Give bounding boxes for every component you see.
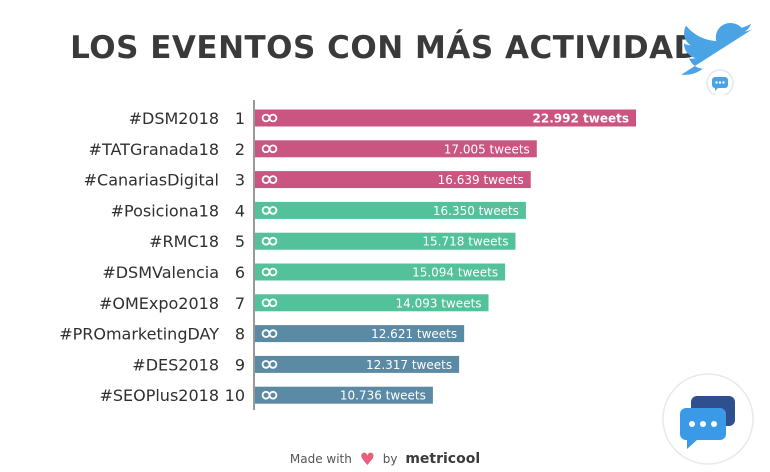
- link-icon: [268, 360, 278, 369]
- data-label: 15.718 tweets: [422, 235, 508, 249]
- twitter-bird-icon: [681, 23, 753, 95]
- category-label: #TATGranada18: [89, 140, 219, 159]
- footer: Made with ♥ by metricool: [0, 450, 770, 470]
- category-label: #PROmarketingDAY: [59, 325, 219, 344]
- rank-label: 7: [235, 294, 245, 313]
- bar: [255, 325, 465, 343]
- data-label: 17.005 tweets: [444, 142, 530, 156]
- bar: [255, 294, 489, 312]
- rank-label: 4: [235, 201, 245, 220]
- category-label: #DSM2018: [129, 109, 219, 128]
- data-label: 14.093 tweets: [395, 296, 481, 310]
- data-label: 12.317 tweets: [366, 358, 452, 372]
- data-label: 16.639 tweets: [438, 173, 524, 187]
- bar: [255, 109, 636, 127]
- chart-title: LOS EVENTOS CON MÁS ACTIVIDAD: [70, 30, 700, 66]
- rank-label: 2: [235, 140, 245, 159]
- link-icon: [268, 390, 278, 400]
- footer-by: by: [382, 452, 398, 466]
- category-label: #Posiciona18: [111, 201, 219, 220]
- link-icon: [268, 206, 278, 215]
- rank-label: 10: [225, 386, 245, 405]
- data-label: 16.350 tweets: [433, 204, 519, 218]
- bar: [255, 201, 526, 219]
- link-icon: [268, 144, 278, 154]
- category-label: #CanariasDigital: [84, 171, 219, 190]
- heart-icon: ♥: [359, 450, 375, 470]
- category-label: #SEOPlus2018: [99, 386, 219, 405]
- footer-made-with: Made with: [289, 452, 352, 466]
- data-label: 15.094 tweets: [412, 266, 498, 280]
- link-icon: [268, 329, 278, 338]
- category-label: #OMExpo2018: [99, 294, 219, 313]
- category-label: #DSMValencia: [102, 263, 219, 282]
- rank-label: 3: [235, 171, 245, 190]
- rank-label: 6: [235, 263, 245, 282]
- category-label: #DES2018: [132, 355, 219, 374]
- chat-bubbles-icon: [662, 373, 754, 465]
- link-icon: [268, 175, 278, 184]
- rank-label: 9: [235, 355, 245, 374]
- data-label: 12.621 tweets: [371, 327, 457, 341]
- bar: [255, 355, 460, 373]
- bar: [255, 263, 506, 281]
- category-label: #RMC18: [149, 232, 219, 251]
- footer-brand: metricool: [405, 451, 481, 467]
- link-icon: [268, 298, 278, 308]
- rank-label: 8: [235, 325, 245, 344]
- bar: [255, 232, 516, 250]
- data-label: 22.992 tweets: [533, 112, 629, 126]
- bar: [255, 386, 433, 404]
- link-icon: [268, 236, 278, 246]
- bar: [255, 140, 537, 158]
- link-icon: [268, 267, 278, 277]
- bar: [255, 171, 531, 189]
- data-label: 10.736 tweets: [340, 389, 426, 403]
- rank-label: 5: [235, 232, 245, 251]
- link-icon: [268, 113, 278, 123]
- rank-label: 1: [235, 109, 245, 128]
